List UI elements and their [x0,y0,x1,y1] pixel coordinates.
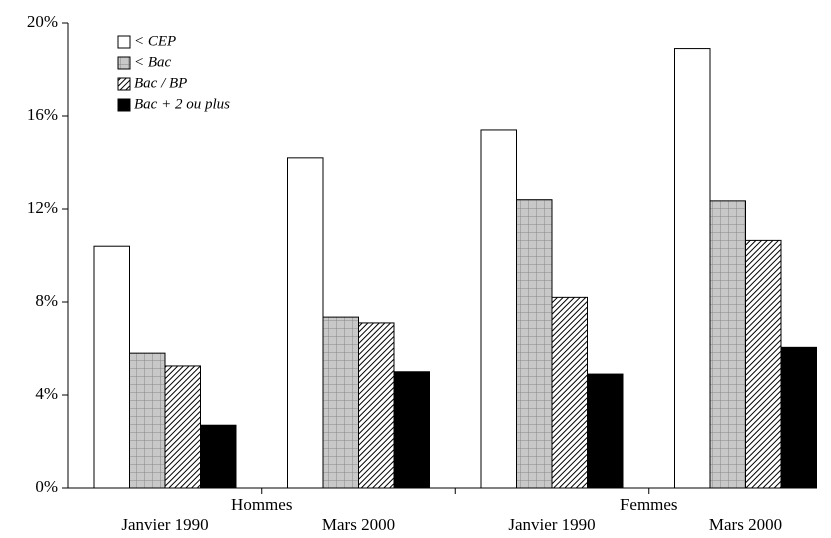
y-tick-label: 8% [35,291,58,310]
bar [709,200,746,489]
legend-swatch [117,98,131,112]
x-tick-label: Janvier 1990 [508,515,595,534]
legend-swatch [117,77,131,91]
legend-label: Bac + 2 ou plus [134,96,230,112]
legend-swatch [117,35,131,49]
bar [164,365,201,489]
x-tick-label: Mars 2000 [709,515,782,534]
bar [322,316,359,489]
legend-swatch [117,56,131,70]
y-tick-label: 20% [27,12,58,31]
bar [200,424,237,489]
bar [516,199,553,489]
bar [358,322,395,489]
y-tick-label: 12% [27,198,58,217]
x-tick-label: Mars 2000 [322,515,395,534]
bar [674,48,711,489]
group-label: Hommes [231,495,292,514]
y-tick-label: 4% [35,384,58,403]
legend-label: < Bac [134,54,172,70]
legend-label: Bac / BP [134,75,187,91]
y-tick-label: 16% [27,105,58,124]
y-tick-label: 0% [35,477,58,496]
bar [129,352,166,489]
bar [287,157,324,489]
group-label: Femmes [620,495,678,514]
x-tick-label: Janvier 1990 [121,515,208,534]
bar [745,239,782,489]
legend-label: < CEP [134,33,176,49]
bar [780,346,817,489]
bar [93,245,130,489]
bar [551,296,588,489]
bar [393,371,430,489]
bar [587,373,624,489]
bar [480,129,517,489]
